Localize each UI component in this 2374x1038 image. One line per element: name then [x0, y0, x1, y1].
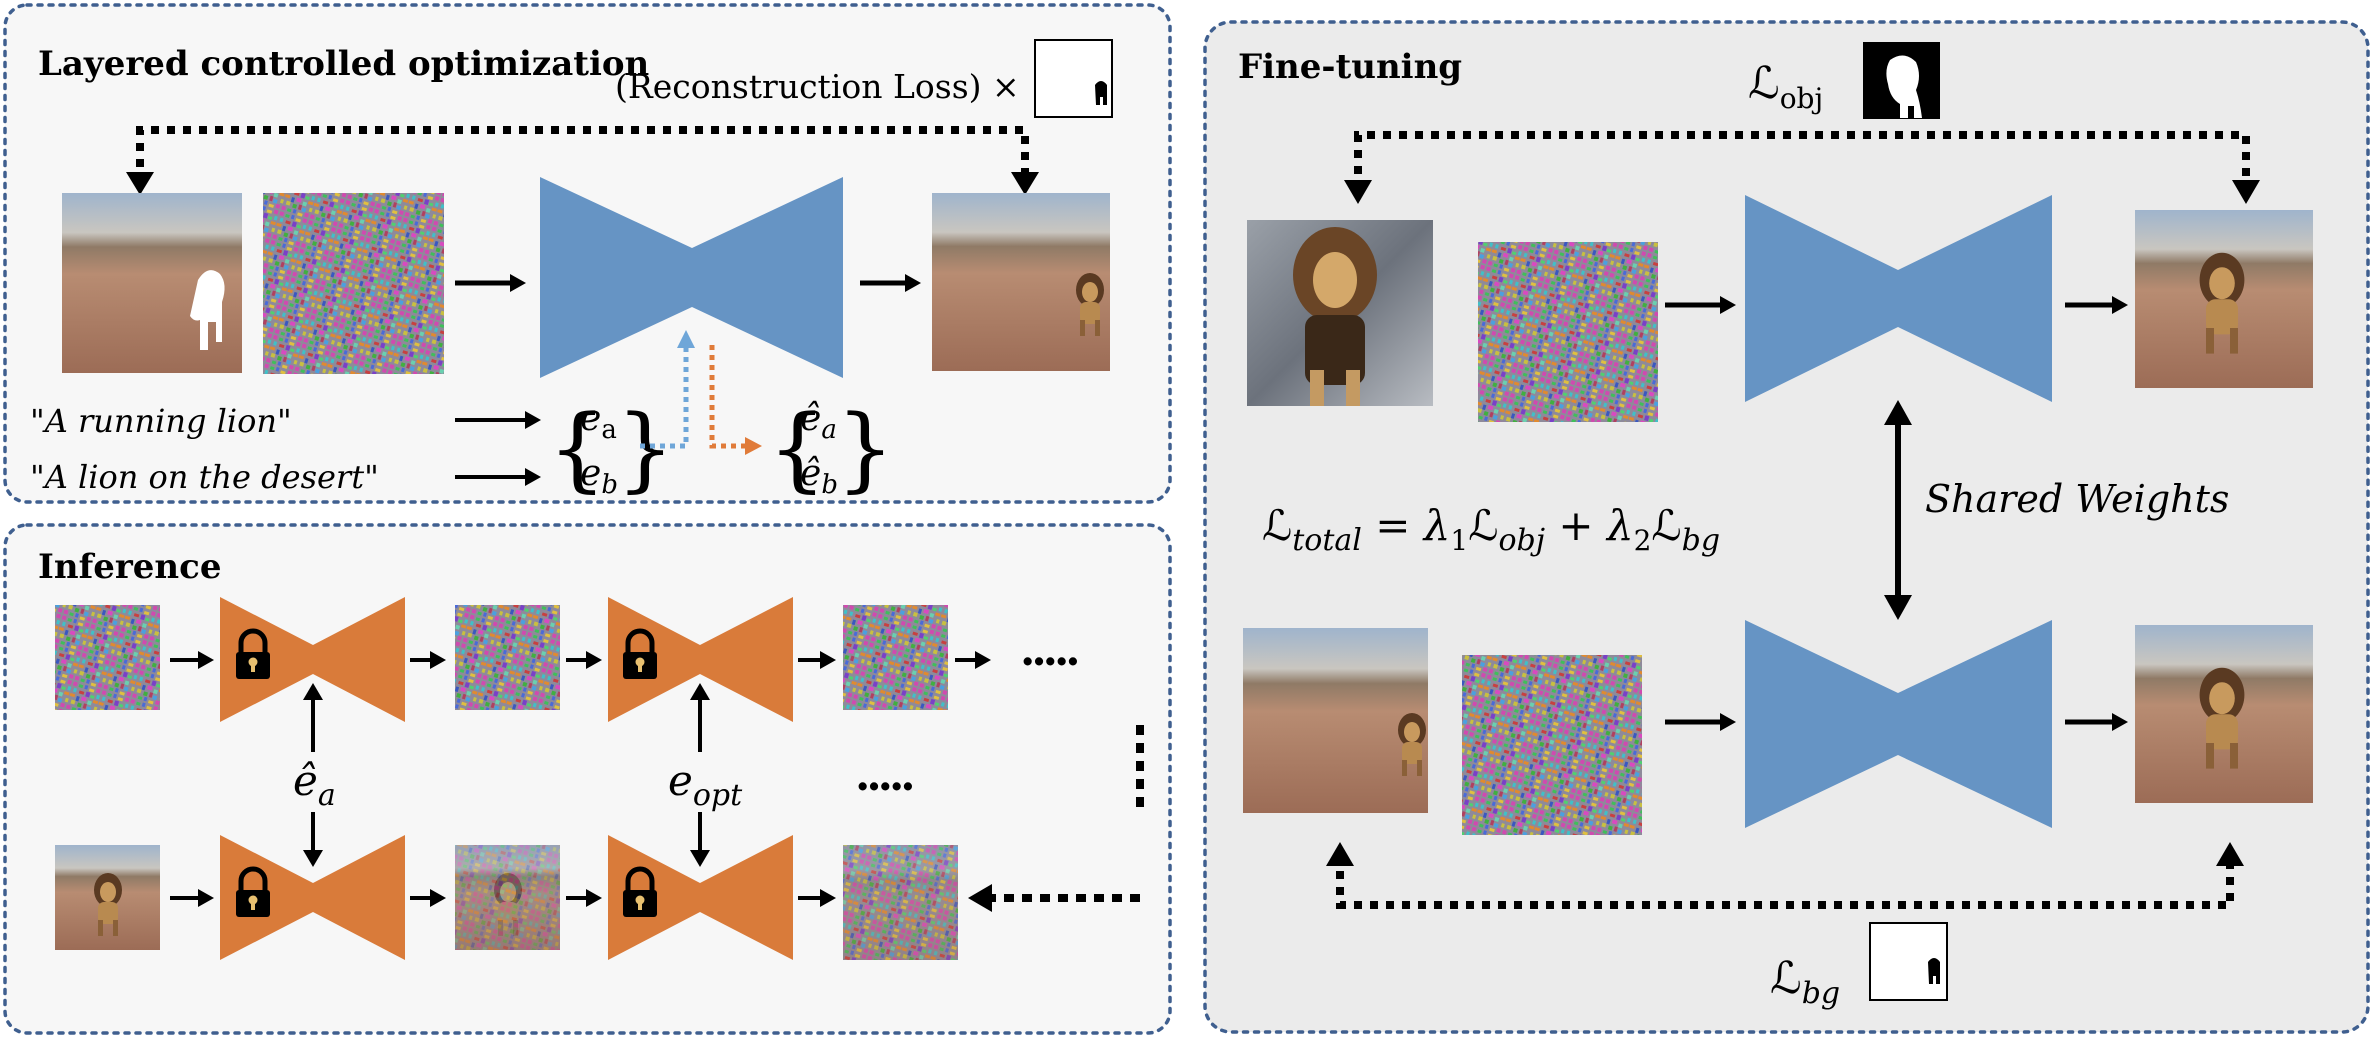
unet-orange-locked [220, 835, 405, 960]
shared-weights-label: Shared Weights [1925, 477, 2229, 521]
masked-desert-photo [62, 193, 242, 373]
arrowhead-up [690, 683, 710, 700]
prompt-running-lion: "A running lion" [30, 402, 292, 440]
arrowhead-up-left [1326, 842, 1354, 866]
brace-left: { [768, 395, 827, 502]
noise-image [1478, 242, 1658, 422]
brace-right: } [616, 395, 675, 502]
unet-blue [540, 177, 843, 378]
output-lion-photo-top [2135, 210, 2313, 388]
ellipsis-top: ..... [1020, 625, 1077, 676]
prompt-lion-desert: "A lion on the desert" [30, 458, 379, 496]
panel-inference [3, 523, 1172, 1035]
embedding-hat-ea-inference: êa [293, 756, 336, 813]
arrowhead-down-right [2232, 180, 2260, 204]
panel-finetune-title: Fine-tuning [1238, 47, 1462, 87]
bg-loss-loop-arrow [1336, 855, 2234, 909]
noise-image [263, 193, 444, 374]
loss-bg-label: ℒbg [1770, 953, 1840, 1011]
unet-orange-locked [220, 597, 405, 722]
embedding-hat-eb: êb [800, 453, 838, 500]
output-lion-photo [932, 193, 1110, 371]
arrowhead-up [303, 683, 323, 700]
arrowhead-up [1884, 400, 1912, 425]
total-loss-equation: ℒtotal = λ1ℒobj + λ2ℒbg [1262, 501, 1720, 558]
reconstruction-loss-label: (Reconstruction Loss) × [615, 67, 1020, 106]
unet-orange-locked [608, 835, 793, 960]
reconstruction-loop-arrow [136, 126, 1029, 183]
background-mask-icon [1869, 922, 1948, 1001]
output-lion-photo-bottom [2135, 625, 2313, 803]
noise-image [843, 605, 948, 710]
noise-image [1462, 655, 1642, 835]
arrowhead-down [1884, 595, 1912, 620]
panel-inference-title: Inference [38, 547, 221, 587]
embedding-eb: eb [580, 453, 618, 500]
arrowhead-down-left [126, 172, 154, 195]
arrowhead-down-left [1344, 180, 1372, 204]
noise-image [455, 605, 560, 710]
lion-on-rock-photo [1247, 220, 1433, 406]
loss-obj-label: ℒobj [1748, 58, 1823, 115]
embedding-opt: eopt [668, 756, 743, 813]
blue-dotted-arrow [640, 345, 689, 449]
noise-image [55, 605, 160, 710]
arrowhead-down [303, 850, 323, 867]
lion-desert-photo [55, 845, 160, 950]
arrowhead-up-right [2216, 842, 2244, 866]
noisier-lion-photo [843, 845, 958, 960]
brace-left: { [548, 395, 607, 502]
mask-icon [1034, 39, 1113, 118]
ellipsis-middle: ..... [855, 750, 912, 801]
brace-right: } [836, 395, 895, 502]
lion-desert-photo-bottom [1243, 628, 1428, 813]
obj-loss-loop-arrow [1354, 131, 2250, 190]
arrowhead-up-blue [677, 330, 695, 348]
arrowhead-left [968, 884, 992, 912]
embedding-hat-ea: êa [800, 398, 837, 445]
unet-orange-locked [608, 597, 793, 722]
unet-blue-bottom [1745, 620, 2052, 828]
unet-blue-top [1745, 195, 2052, 402]
noisy-lion-photo [455, 845, 560, 950]
arrowhead-down [690, 850, 710, 867]
object-mask-icon [1863, 42, 1940, 119]
arrowhead-right-orange [745, 437, 762, 455]
embedding-ea: ea [580, 398, 617, 445]
panel-lco-title: Layered controlled optimization [38, 44, 649, 84]
orange-dotted-arrow [709, 345, 748, 449]
arrowhead-down-right [1011, 172, 1039, 195]
